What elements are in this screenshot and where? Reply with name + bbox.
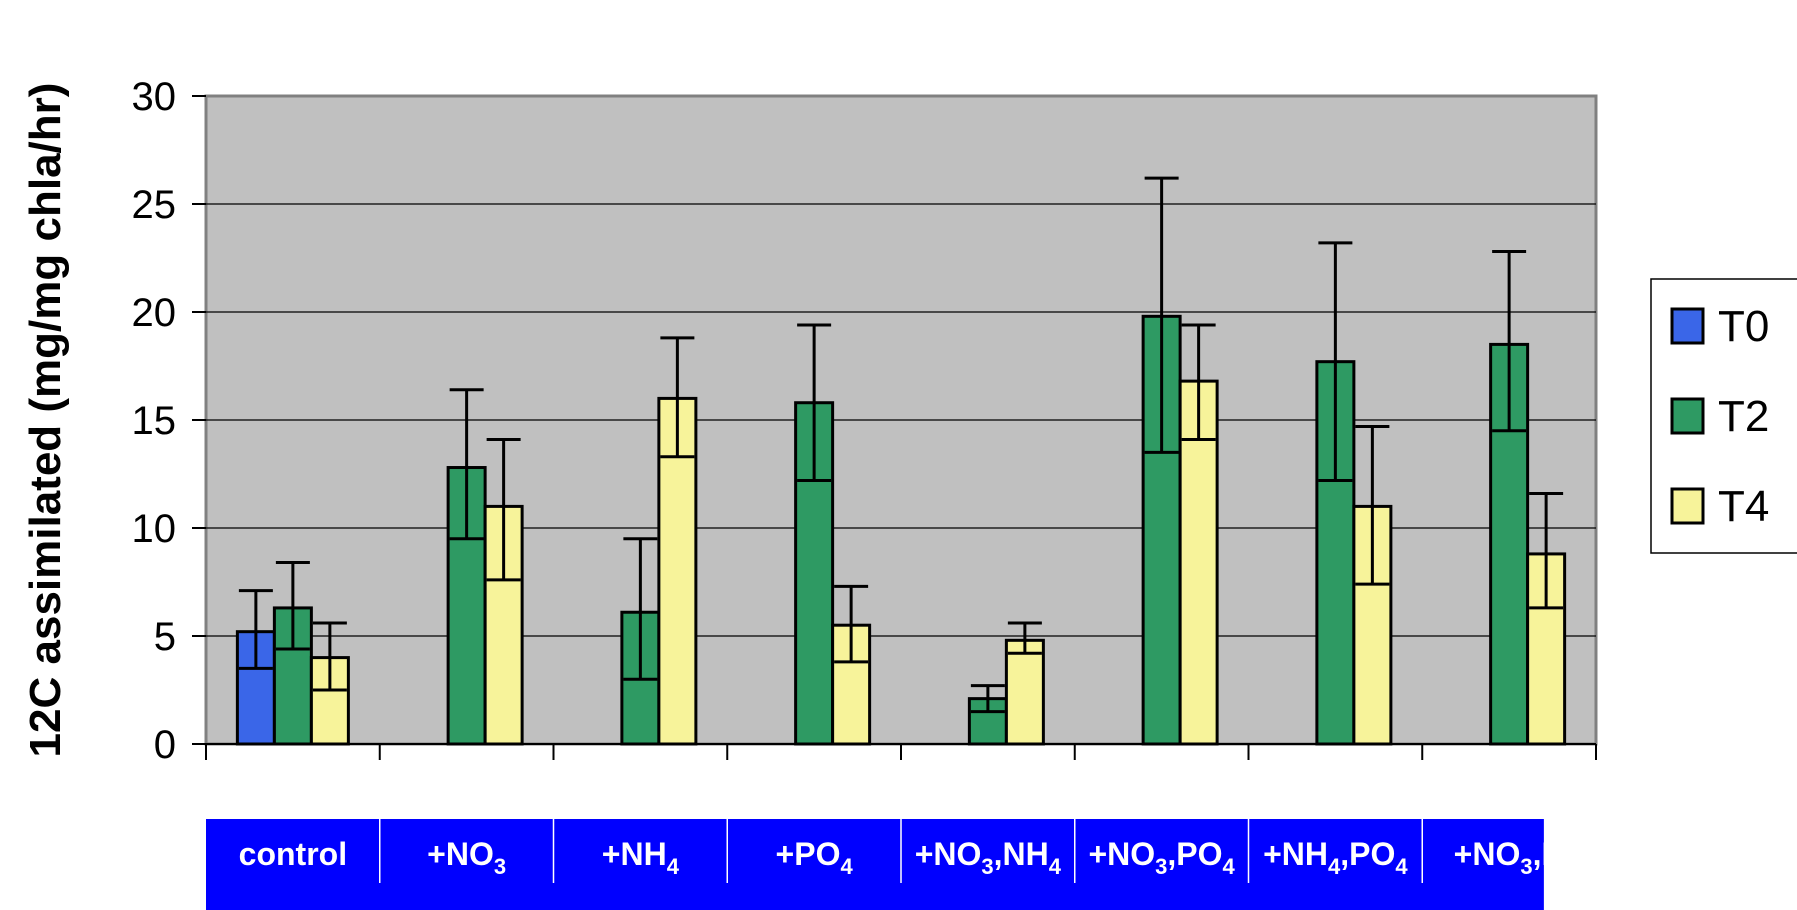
category-label: +NH4,PO4 [1263,836,1408,879]
legend-swatch-t2 [1670,397,1705,435]
y-tick-label: 10 [132,507,177,551]
y-tick-label: 20 [132,291,177,335]
legend-swatch-t4 [1670,487,1705,525]
y-tick-label: 0 [154,723,176,767]
category-band: control +NO3 +NH4 +PO4 +NO3,NH4 +NO3,PO4 +NH4,… [206,819,1565,910]
y-tick-label: 5 [154,615,176,659]
legend-label-t4: T4 [1718,482,1769,531]
y-axis-label: 12C assimilated (mg/mg chla/hr) [21,83,70,758]
legend-label-t0: T0 [1718,302,1769,351]
legend-swatch-t0 [1670,307,1705,345]
category-label: +NO3,N [1454,836,1565,879]
legend-label-t2: T2 [1718,392,1769,441]
y-tick-label: 30 [132,75,177,119]
category-label: +NH4 [602,836,680,879]
x-axis [205,743,1597,760]
y-tick-label: 15 [132,399,177,443]
category-label: +PO4 [776,836,854,879]
y-tick-label: 25 [132,183,177,227]
bar-t4-4 [1004,638,1045,746]
category-label: +NO3,NH4 [915,836,1062,879]
category-label: +NO3,PO4 [1088,836,1235,879]
error-bars [238,176,1564,714]
legend: T0 T2 T4 [1650,278,1797,554]
y-axis-ticks: 0 5 10 15 20 25 30 [132,75,206,767]
bars [235,314,1567,746]
category-band-background [206,819,1544,910]
category-label: +NO3 [427,836,506,879]
category-label: control [239,836,347,872]
